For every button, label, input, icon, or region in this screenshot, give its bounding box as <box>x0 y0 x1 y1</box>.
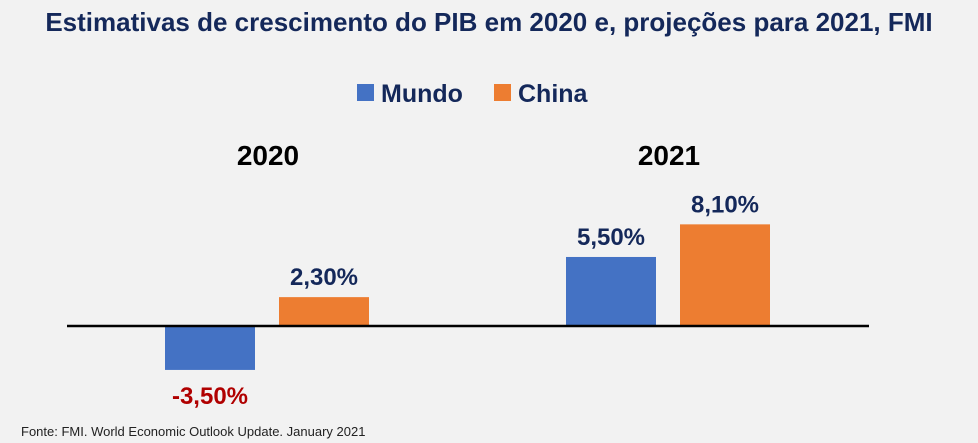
category-label-2020: 2020 <box>237 140 299 171</box>
data-label-china-2020: 2,30% <box>290 264 358 291</box>
data-label-china-2021: 8,10% <box>691 191 759 218</box>
bar-mundo-2020 <box>165 326 255 370</box>
legend-label-china: China <box>518 80 589 108</box>
data-label-mundo-2021: 5,50% <box>577 224 645 251</box>
legend-swatch-mundo <box>357 84 374 101</box>
legend-label-mundo: Mundo <box>381 80 463 108</box>
legend: Mundo China <box>357 80 589 108</box>
bar-china-2021 <box>680 224 770 326</box>
legend-swatch-china <box>494 84 511 101</box>
data-label-mundo-2020: -3,50% <box>172 383 248 410</box>
bar-china-2020 <box>279 297 369 326</box>
source-note: Fonte: FMI. World Economic Outlook Updat… <box>21 424 365 439</box>
bars: -3,50% 2,30% 5,50% 8,10% <box>165 191 770 410</box>
category-label-2021: 2021 <box>638 140 700 171</box>
group-labels: 2020 2021 <box>237 140 700 171</box>
bar-mundo-2021 <box>566 256 656 326</box>
chart-title: Estimativas de crescimento do PIB em 202… <box>45 7 932 37</box>
